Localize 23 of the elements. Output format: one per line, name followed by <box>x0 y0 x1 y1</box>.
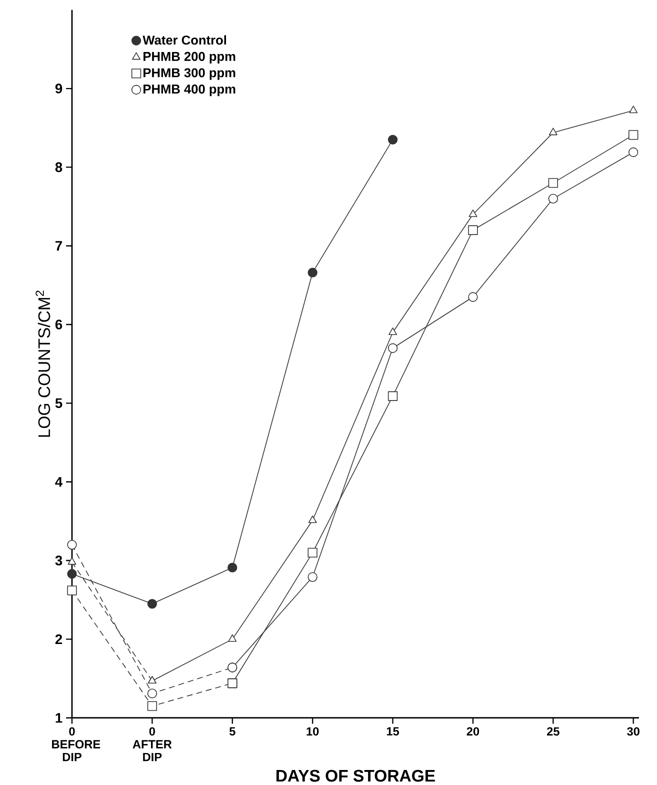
legend-label: PHMB 300 ppm <box>143 68 236 80</box>
y-tick-label: 8 <box>55 162 62 172</box>
legend-label: PHMB 200 ppm <box>143 52 236 64</box>
x-tick-label: 20 <box>466 727 479 736</box>
y-tick-label: 4 <box>54 477 62 487</box>
x-tick-label: 0 BEFORE DIP <box>52 727 100 762</box>
x-tick-label: 10 <box>306 727 319 736</box>
y-axis-title: LOG COUNTS/CM$^{2}$ <box>35 290 50 437</box>
x-tick-label: 30 <box>626 727 640 736</box>
legend-label: Water Control <box>142 35 226 45</box>
y-tick-label: 7 <box>55 241 62 251</box>
y-tick-label: 1 <box>56 713 62 723</box>
y-tick-label: 3 <box>55 556 62 566</box>
y-tick-label: 6 <box>55 320 62 330</box>
y-tick-label: 5 <box>55 398 62 408</box>
x-axis-title: DAYS OF STORAGE <box>276 770 435 782</box>
legend-label: PHMB 400 ppm <box>143 84 236 96</box>
x-tick-label: 5 <box>229 727 236 736</box>
x-tick-label: 25 <box>546 727 560 736</box>
x-tick-label: 15 <box>386 727 399 736</box>
y-tick-label: 9 <box>55 84 62 94</box>
y-tick-label: 2 <box>55 634 62 644</box>
x-tick-label: 0 AFTER DIP <box>132 727 172 762</box>
